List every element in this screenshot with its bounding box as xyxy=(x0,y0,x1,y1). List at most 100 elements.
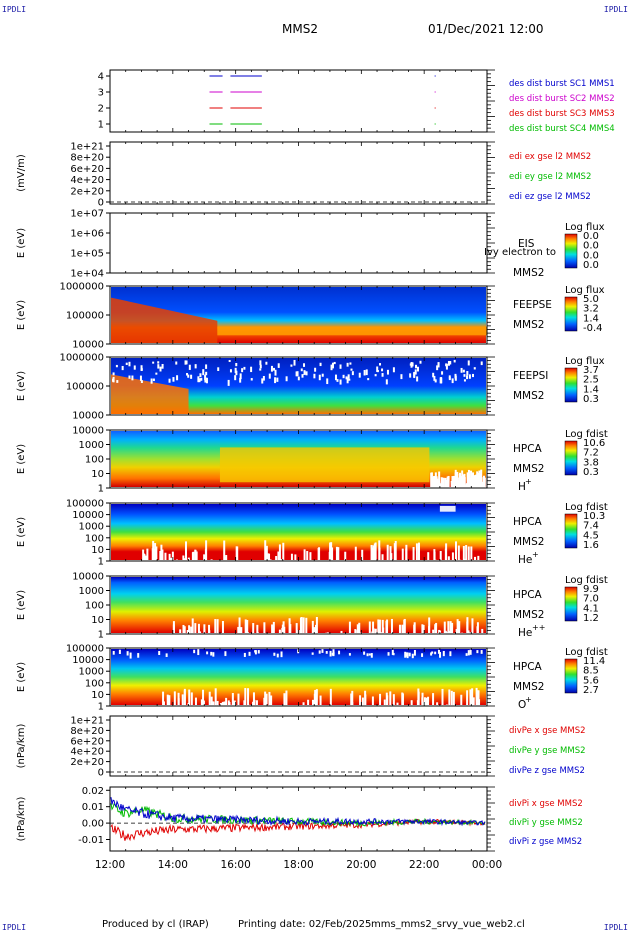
spectrogram-gap xyxy=(398,624,401,633)
y-tick-label: 100000 xyxy=(66,499,104,510)
spectrogram-speckle xyxy=(416,366,419,372)
spectrogram-gap xyxy=(269,559,272,560)
spectrogram-gap xyxy=(208,624,211,633)
instrument-label: EIS xyxy=(518,238,535,250)
spectrogram-speckle xyxy=(462,369,465,373)
spectrogram-speckle xyxy=(248,651,251,656)
spectrogram-speckle xyxy=(239,373,242,380)
colorbar-tick-label: 2.5 xyxy=(583,375,599,386)
spectrogram-speckle xyxy=(157,361,160,364)
spectrogram-speckle xyxy=(254,650,257,655)
spectrogram-speckle xyxy=(331,362,334,369)
colorbar xyxy=(564,233,578,269)
colorbar-tick-label: 10.3 xyxy=(583,511,605,522)
spectrogram-gap xyxy=(190,626,193,633)
spectrogram-speckle xyxy=(439,652,442,658)
spectrogram-gap xyxy=(179,629,182,633)
y-tick-label: 8e+20 xyxy=(70,153,104,164)
y-tick-label: 2e+20 xyxy=(70,757,104,768)
spectrogram-speckle xyxy=(297,376,300,381)
colorbar-tick-label: 7.0 xyxy=(583,594,599,605)
divpi-series-line xyxy=(110,797,486,827)
spectrogram-gap xyxy=(374,628,377,633)
y-tick-label: 1 xyxy=(98,630,104,641)
spectrogram-gap xyxy=(290,553,293,560)
spectrogram-speckle xyxy=(270,365,273,372)
spectrogram-speckle xyxy=(406,652,409,659)
spectrogram-speckle xyxy=(440,377,443,384)
y-tick-label: 1e+05 xyxy=(70,249,104,260)
spectrogram-gap xyxy=(440,477,443,487)
y-tick-label: 1 xyxy=(98,557,104,568)
spectrogram-speckle xyxy=(194,364,197,369)
colorbar-tick-label: 3.7 xyxy=(583,365,599,376)
spectrogram-speckle xyxy=(228,359,231,363)
y-tick-label: 0.01 xyxy=(82,802,104,813)
spectrogram-gap xyxy=(265,549,268,560)
spectrogram-feature xyxy=(439,505,456,512)
spectrogram-gap xyxy=(221,701,224,705)
y-tick-label: 0.02 xyxy=(82,786,104,797)
spectrogram-gap xyxy=(268,553,271,560)
spectrogram-speckle xyxy=(376,366,379,372)
spectrogram-speckle xyxy=(358,372,361,378)
spectrogram-feature xyxy=(111,374,189,414)
colorbar-tick-label: 8.5 xyxy=(583,666,599,677)
spectrogram-gap xyxy=(445,543,448,560)
spectrogram-gap xyxy=(244,624,247,633)
datetime-title: 01/Dec/2021 12:00 xyxy=(428,22,544,36)
spectrogram-gap xyxy=(146,548,149,560)
spectrogram-speckle xyxy=(460,367,463,373)
spectrogram-gap xyxy=(479,474,482,487)
spacecraft-label: MMS2 xyxy=(513,463,544,475)
spectrogram-speckle xyxy=(205,371,208,376)
y-tick-label: 1 xyxy=(98,120,104,131)
spectrogram-speckle xyxy=(363,651,366,655)
spectrogram-gap xyxy=(283,626,286,633)
spectrogram-speckle xyxy=(467,650,470,656)
y-axis-label: (nPa/km) xyxy=(16,724,27,769)
spectrogram-gap xyxy=(203,554,206,560)
spectrogram-gap xyxy=(466,472,469,487)
instrument-label: HPCA xyxy=(513,443,543,455)
spectrogram-speckle xyxy=(303,370,306,375)
spectrogram-speckle xyxy=(463,374,466,377)
spectrogram-speckle xyxy=(259,360,262,366)
spectrogram-gap xyxy=(283,693,286,705)
spectrogram-gap xyxy=(194,549,197,560)
spectrogram-gap xyxy=(465,545,468,560)
spectrogram-gap xyxy=(378,540,381,560)
spectrogram-speckle xyxy=(381,368,384,372)
corner-label-top-right: IPDLI xyxy=(603,5,628,14)
spectrogram-gap xyxy=(443,621,446,633)
spectrogram-gap xyxy=(433,549,436,560)
spectrogram-gap xyxy=(211,701,214,705)
spectrogram-speckle xyxy=(112,650,115,655)
spectrogram-speckle xyxy=(206,651,209,655)
spectrogram-speckle xyxy=(333,361,336,365)
spectrogram-gap xyxy=(447,621,450,633)
spectrogram-gap xyxy=(454,541,457,560)
spectrogram-speckle xyxy=(121,365,124,371)
spectrogram-speckle xyxy=(139,375,142,381)
spectrogram-gap xyxy=(237,626,240,633)
spectrogram-gap xyxy=(405,548,408,560)
spectrogram-gap xyxy=(307,699,310,705)
spectrogram-speckle xyxy=(411,653,414,659)
y-tick-label: 4e+20 xyxy=(70,747,104,758)
spectrogram-gap xyxy=(477,555,480,560)
spectrogram-gap xyxy=(473,556,476,560)
y-tick-label: 1e+07 xyxy=(70,209,104,220)
spectrogram-speckle xyxy=(197,649,200,656)
colorbar-tick-label: 11.4 xyxy=(583,656,605,667)
spectrogram-speckle xyxy=(466,371,469,376)
y-tick-label: 100000 xyxy=(66,311,104,322)
colorbar-tick-label: 5.6 xyxy=(583,675,599,686)
spectrogram-gap xyxy=(326,632,329,633)
spectrogram-gap xyxy=(439,551,442,560)
spectrogram-gap xyxy=(314,689,317,705)
spectrogram-gap xyxy=(452,691,455,705)
y-tick-label: 3 xyxy=(98,88,104,99)
spectrogram-gap xyxy=(381,554,384,560)
spectrogram-speckle xyxy=(411,362,414,367)
